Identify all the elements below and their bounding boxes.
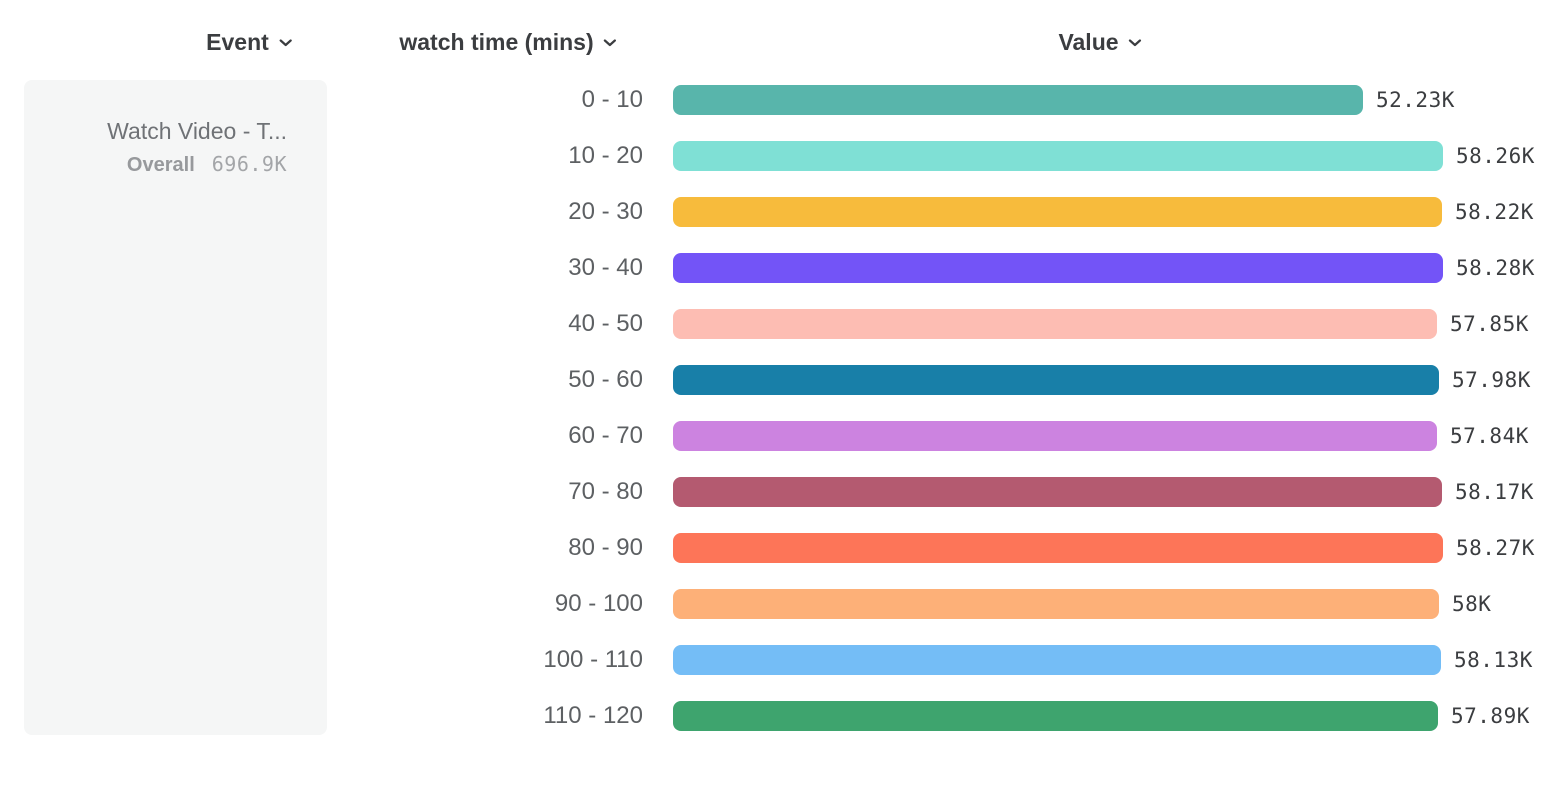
bar-row: 0 - 10 52.23K xyxy=(0,85,1568,115)
bar-value-label: 57.85K xyxy=(1450,312,1529,336)
bar[interactable] xyxy=(673,477,1442,507)
bar-row: 80 - 90 58.27K xyxy=(0,533,1568,563)
bar-row: 70 - 80 58.17K xyxy=(0,477,1568,507)
event-title: Watch Video - T... xyxy=(107,118,287,144)
bar-category-label: 110 - 120 xyxy=(543,702,643,729)
event-column-dropdown[interactable]: Event xyxy=(206,28,292,56)
bar-row: 100 - 110 58.13K xyxy=(0,645,1568,675)
event-card-content: Watch Video - T... Overall 696.9K xyxy=(107,117,287,177)
bar[interactable] xyxy=(673,141,1443,171)
bar-value-label: 58.26K xyxy=(1456,144,1535,168)
bar-category-label: 90 - 100 xyxy=(554,590,643,617)
bar-category-label: 100 - 110 xyxy=(543,646,643,673)
bar-value-label: 58.17K xyxy=(1455,480,1534,504)
bar-row: 10 - 20 58.26K xyxy=(0,141,1568,171)
chevron-down-icon xyxy=(1128,37,1142,47)
bar[interactable] xyxy=(673,253,1443,283)
event-card[interactable]: Watch Video - T... Overall 696.9K xyxy=(24,80,327,735)
bar-row: 50 - 60 57.98K xyxy=(0,365,1568,395)
event-overall-line: Overall 696.9K xyxy=(107,152,287,177)
bar-category-label: 10 - 20 xyxy=(568,142,643,169)
bar-category-label: 30 - 40 xyxy=(568,254,643,281)
breakdown-column-dropdown[interactable]: watch time (mins) xyxy=(399,28,617,56)
bar[interactable] xyxy=(673,309,1437,339)
bar-category-label: 50 - 60 xyxy=(568,366,643,393)
bar-category-label: 70 - 80 xyxy=(568,478,643,505)
bar[interactable] xyxy=(673,365,1439,395)
bar-row: 60 - 70 57.84K xyxy=(0,421,1568,451)
bar-category-label: 60 - 70 xyxy=(568,422,643,449)
bar-category-label: 20 - 30 xyxy=(568,198,643,225)
bar-row: 110 - 120 57.89K xyxy=(0,701,1568,731)
bar-value-label: 58.28K xyxy=(1456,256,1535,280)
bar-value-label: 58.22K xyxy=(1455,200,1534,224)
bar-row: 20 - 30 58.22K xyxy=(0,197,1568,227)
chevron-down-icon xyxy=(279,37,292,47)
bar[interactable] xyxy=(673,645,1441,675)
event-column-label: Event xyxy=(206,28,269,55)
bar-row: 40 - 50 57.85K xyxy=(0,309,1568,339)
bar-value-label: 52.23K xyxy=(1376,88,1455,112)
bar[interactable] xyxy=(673,533,1443,563)
bar[interactable] xyxy=(673,197,1442,227)
bar[interactable] xyxy=(673,589,1439,619)
bar-row: 30 - 40 58.28K xyxy=(0,253,1568,283)
bar-value-label: 58K xyxy=(1452,592,1492,616)
bar-value-label: 58.13K xyxy=(1454,648,1533,672)
overall-label: Overall xyxy=(126,154,195,176)
breakdown-column-label: watch time (mins) xyxy=(399,28,594,55)
bar-category-label: 80 - 90 xyxy=(568,534,643,561)
value-column-dropdown[interactable]: Value xyxy=(1058,28,1142,56)
overall-value: 696.9K xyxy=(211,152,287,176)
bar[interactable] xyxy=(673,701,1438,731)
bar-category-label: 40 - 50 xyxy=(568,310,643,337)
bar-value-label: 57.84K xyxy=(1450,424,1529,448)
bar-value-label: 58.27K xyxy=(1456,536,1535,560)
bar-value-label: 57.98K xyxy=(1452,368,1531,392)
bar-value-label: 57.89K xyxy=(1451,704,1530,728)
chevron-down-icon xyxy=(604,37,617,47)
bar[interactable] xyxy=(673,421,1437,451)
bar[interactable] xyxy=(673,85,1363,115)
bar-row: 90 - 100 58K xyxy=(0,589,1568,619)
bar-category-label: 0 - 10 xyxy=(581,86,643,113)
value-column-label: Value xyxy=(1058,28,1119,55)
